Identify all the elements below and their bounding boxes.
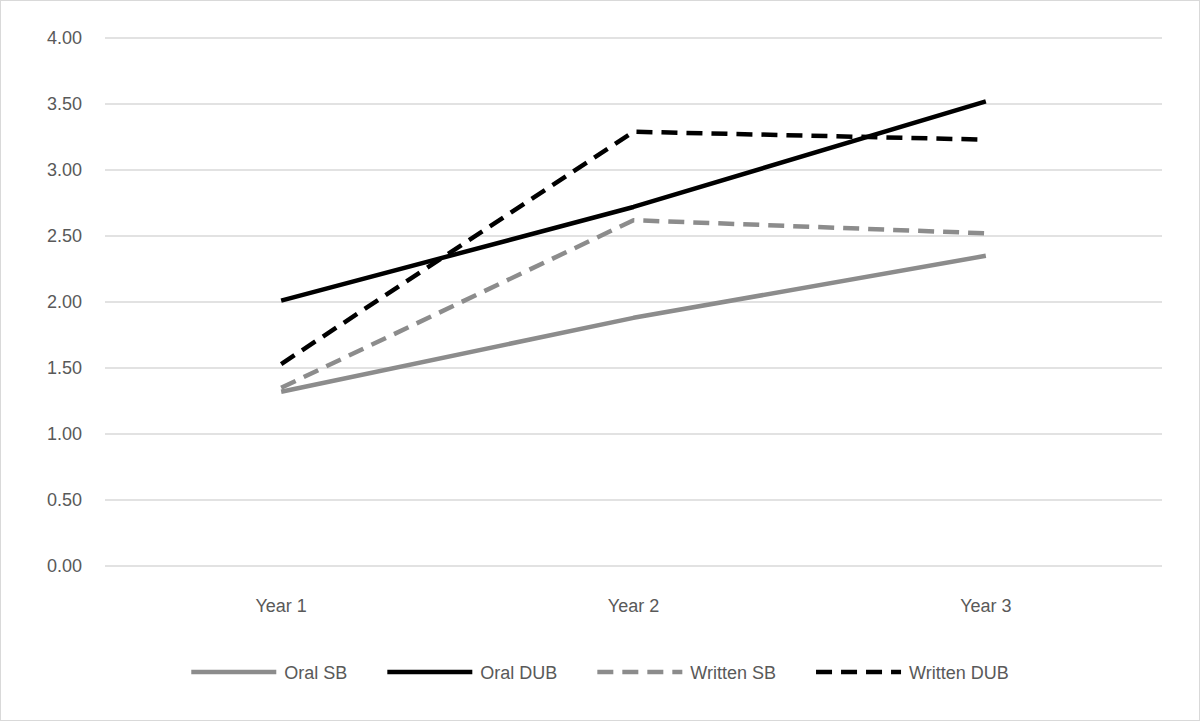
y-tick-label: 4.00 — [47, 28, 82, 48]
legend: Oral SB Oral DUB Written SB Written DUB — [191, 663, 1008, 683]
y-tick-label: 3.00 — [47, 160, 82, 180]
grid-line — [105, 235, 1162, 236]
series-line — [281, 220, 986, 388]
legend-label: Written DUB — [909, 663, 1009, 683]
y-tick-label: 3.50 — [47, 94, 82, 114]
chart: 0.00 0.50 1.00 1.50 2.00 2.50 3.00 3.50 4.00 Year… — [0, 0, 1200, 721]
y-tick-label: 0.00 — [47, 556, 82, 576]
grid-line — [105, 433, 1162, 434]
y-tick-label: 1.00 — [47, 424, 82, 444]
legend-swatch — [387, 670, 472, 675]
chart-border — [1, 1, 1200, 721]
legend-label: Oral DUB — [480, 663, 557, 683]
x-tick-label: Year 3 — [960, 596, 1011, 616]
legend-swatch — [191, 670, 276, 675]
grid-line — [105, 37, 1162, 38]
series-line — [281, 132, 986, 364]
y-tick-label: 0.50 — [47, 490, 82, 510]
legend-label: Oral SB — [284, 663, 347, 683]
grid-line — [105, 301, 1162, 302]
series-line — [281, 256, 986, 392]
grid-line — [105, 169, 1162, 170]
series-line — [281, 101, 986, 300]
y-tick-label: 2.50 — [47, 226, 82, 246]
x-tick-label: Year 2 — [608, 596, 659, 616]
y-tick-label: 1.50 — [47, 358, 82, 378]
grid-line — [105, 565, 1162, 566]
legend-label: Written SB — [690, 663, 776, 683]
y-tick-label: 2.00 — [47, 292, 82, 312]
series-group — [281, 101, 986, 391]
legend-swatch — [816, 670, 901, 675]
grid-line — [105, 367, 1162, 368]
grid-line — [105, 103, 1162, 104]
legend-swatch — [597, 670, 682, 675]
y-grid — [105, 38, 1162, 566]
x-tick-label: Year 1 — [255, 596, 306, 616]
grid-line — [105, 499, 1162, 500]
